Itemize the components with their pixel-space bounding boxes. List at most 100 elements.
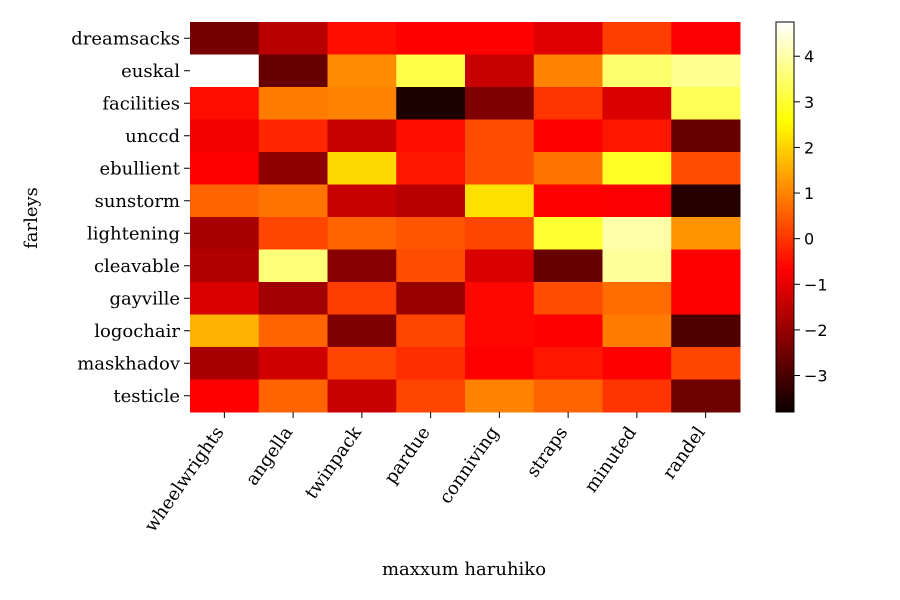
heatmap-cell-euskal-straps (533, 54, 603, 88)
heatmap-cell-sunstorm-conniving (465, 184, 535, 218)
x-tick-label-minuted: minuted (581, 423, 641, 497)
x-tick-label-conniving: conniving (435, 423, 503, 508)
heatmap-cell-lightening-pardue (396, 217, 466, 250)
x-tick-label-wheelwrights: wheelwrights (140, 423, 228, 536)
heatmap-cell-cleavable-straps (533, 249, 603, 283)
heatmap-cell-euskal-wheelwrights (190, 54, 260, 88)
heatmap-cell-euskal-randel (671, 54, 741, 88)
heatmap-cell-lightening-twinpack (327, 217, 397, 250)
heatmap-cell-gayville-pardue (396, 282, 466, 315)
heatmap-cell-maskhadov-conniving (465, 347, 535, 380)
heatmap-cell-logochair-wheelwrights (190, 314, 260, 348)
heatmap-cell-sunstorm-pardue (396, 184, 466, 218)
heatmap-cell-unccd-minuted (602, 119, 672, 153)
x-tick-label-twinpack: twinpack (301, 422, 367, 503)
x-axis-ticks: wheelwrights angella twinpack pardue connivi… (140, 412, 710, 536)
heatmap-cell-lightening-straps (533, 217, 603, 250)
heatmap-cell-dreamsacks-straps (533, 22, 603, 55)
heatmap-cell-maskhadov-minuted (602, 347, 672, 380)
colorbar-tick-label: 0 (804, 230, 814, 249)
heatmap-cell-sunstorm-minuted (602, 184, 672, 218)
heatmap-cell-facilities-wheelwrights (190, 87, 260, 120)
heatmap-cell-dreamsacks-twinpack (327, 22, 397, 55)
heatmap-cell-testicle-wheelwrights (190, 379, 260, 413)
heatmap-cell-cleavable-pardue (396, 249, 466, 283)
heatmap-cell-ebullient-angella (258, 152, 328, 185)
colorbar-tick-label: 4 (804, 47, 814, 66)
heatmap-cell-dreamsacks-randel (671, 22, 741, 55)
heatmap-cell-sunstorm-randel (671, 184, 741, 218)
colorbar-tick-label: −3 (804, 367, 828, 386)
heatmap-cell-euskal-minuted (602, 54, 672, 88)
x-axis-label: maxxum haruhiko (382, 559, 546, 580)
heatmap-cell-lightening-conniving (465, 217, 535, 250)
colorbar: −3 −2 −1 0 1 2 3 4 (775, 21, 828, 413)
heatmap-cell-ebullient-pardue (396, 152, 466, 185)
y-tick-label-facilities: facilities (102, 93, 180, 114)
heatmap-cell-facilities-randel (671, 87, 741, 120)
y-axis-ticks: dreamsacks euskal facilities unccd ebullient… (71, 28, 190, 407)
x-tick-label-angella: angella (242, 423, 298, 490)
heatmap-cell-unccd-wheelwrights (190, 119, 260, 153)
heatmap-cell-euskal-pardue (396, 54, 466, 88)
heatmap-cell-lightening-randel (671, 217, 741, 250)
heatmap-cell-ebullient-wheelwrights (190, 152, 260, 185)
heatmap-cell-testicle-twinpack (327, 379, 397, 413)
heatmap-cell-sunstorm-angella (258, 184, 328, 218)
heatmap-cell-cleavable-minuted (602, 249, 672, 283)
heatmap-cell-dreamsacks-wheelwrights (190, 22, 260, 55)
heatmap-cell-cleavable-wheelwrights (190, 249, 260, 283)
heatmap-cell-maskhadov-angella (258, 347, 328, 380)
colorbar-tick-label: −1 (804, 275, 828, 294)
heatmap-cell-facilities-straps (533, 87, 603, 120)
heatmap-cell-sunstorm-twinpack (327, 184, 397, 218)
heatmap-cell-lightening-angella (258, 217, 328, 250)
heatmap-cell-logochair-twinpack (327, 314, 397, 348)
heatmap-cell-facilities-pardue (396, 87, 466, 120)
y-tick-label-maskhadov: maskhadov (77, 353, 181, 374)
heatmap-cell-facilities-minuted (602, 87, 672, 120)
heatmap-cell-maskhadov-twinpack (327, 347, 397, 380)
heatmap-cell-ebullient-conniving (465, 152, 535, 185)
colorbar-tick-label: 2 (804, 138, 814, 157)
heatmap-cell-unccd-pardue (396, 119, 466, 153)
heatmap-cell-cleavable-conniving (465, 249, 535, 283)
y-tick-label-unccd: unccd (125, 126, 180, 147)
x-tick-label-straps: straps (523, 423, 573, 481)
heatmap-cell-testicle-straps (533, 379, 603, 413)
heatmap-cell-maskhadov-pardue (396, 347, 466, 380)
heatmap-cell-dreamsacks-minuted (602, 22, 672, 55)
y-tick-label-sunstorm: sunstorm (95, 191, 180, 212)
heatmap-cell-logochair-angella (258, 314, 328, 348)
heatmap-cell-gayville-twinpack (327, 282, 397, 315)
heatmap-cell-dreamsacks-angella (258, 22, 328, 55)
heatmap-cell-logochair-pardue (396, 314, 466, 348)
heatmap-cell-cleavable-twinpack (327, 249, 397, 283)
y-tick-label-ebullient: ebullient (99, 158, 180, 179)
colorbar-tick-label: −2 (804, 321, 828, 340)
heatmap-cell-testicle-randel (671, 379, 741, 413)
heatmap-cell-lightening-wheelwrights (190, 217, 260, 250)
heatmap-cell-maskhadov-wheelwrights (190, 347, 260, 380)
heatmap-cell-gayville-conniving (465, 282, 535, 315)
heatmap-cell-cleavable-randel (671, 249, 741, 283)
heatmap-cell-gayville-straps (533, 282, 603, 315)
heatmap-cell-logochair-conniving (465, 314, 535, 348)
heatmap-cell-dreamsacks-pardue (396, 22, 466, 55)
y-tick-label-gayville: gayville (109, 288, 180, 309)
y-tick-label-euskal: euskal (121, 61, 180, 82)
colorbar-ticks: −3 −2 −1 0 1 2 3 4 (794, 47, 828, 386)
heatmap-cells (190, 22, 741, 413)
heatmap-cell-lightening-minuted (602, 217, 672, 250)
heatmap-cell-testicle-angella (258, 379, 328, 413)
colorbar-tick-label: 3 (804, 93, 814, 112)
heatmap-cell-ebullient-twinpack (327, 152, 397, 185)
heatmap-cell-logochair-minuted (602, 314, 672, 348)
heatmap-cell-gayville-minuted (602, 282, 672, 315)
heatmap-cell-logochair-randel (671, 314, 741, 348)
x-tick-label-randel: randel (659, 423, 710, 483)
heatmap-cell-testicle-conniving (465, 379, 535, 413)
colorbar-tick-label: 1 (804, 184, 814, 203)
heatmap-cell-unccd-randel (671, 119, 741, 153)
heatmap-cell-maskhadov-randel (671, 347, 741, 380)
